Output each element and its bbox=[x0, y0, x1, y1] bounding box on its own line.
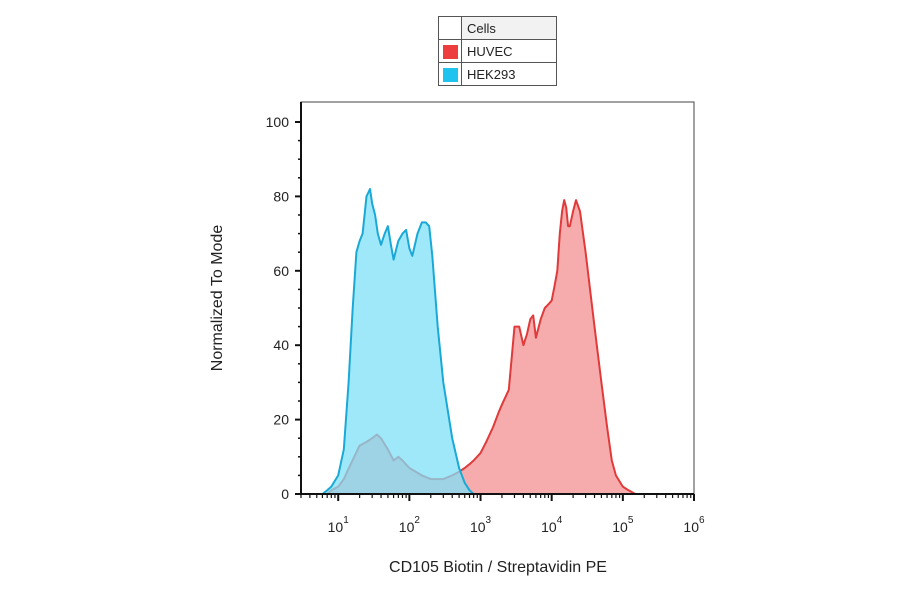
series-line-hek293 bbox=[301, 188, 481, 495]
plot-area bbox=[300, 101, 695, 495]
series-layer bbox=[301, 188, 694, 495]
y-tick-label: 80 bbox=[273, 188, 289, 204]
legend-header: Cells bbox=[461, 16, 557, 40]
y-tick-label: 100 bbox=[266, 114, 290, 130]
legend-label-hek293: HEK293 bbox=[461, 62, 557, 86]
x-tick-label: 105 bbox=[612, 515, 634, 535]
legend-swatch-huvec bbox=[442, 44, 458, 59]
y-tick-label: 60 bbox=[273, 263, 289, 279]
legend-swatch-hek293 bbox=[442, 67, 458, 82]
legend-item-huvec: HUVEC bbox=[438, 39, 557, 63]
legend-swatch-cell bbox=[438, 39, 462, 63]
legend: Cells HUVEC HEK293 bbox=[438, 16, 557, 86]
series-area-huvec bbox=[301, 200, 694, 494]
x-tick-label: 103 bbox=[470, 515, 492, 535]
legend-swatch-cell bbox=[438, 62, 462, 86]
x-tick-label: 102 bbox=[399, 515, 421, 535]
y-tick-label: 0 bbox=[281, 486, 289, 502]
y-axis: 0 20 40 60 80 100 bbox=[266, 102, 302, 502]
y-axis-title: Normalized To Mode bbox=[209, 225, 226, 372]
x-tick-label: 106 bbox=[683, 515, 705, 535]
y-tick-label: 20 bbox=[273, 412, 289, 428]
x-axis-title: CD105 Biotin / Streptavidin PE bbox=[389, 559, 607, 576]
y-tick-label: 40 bbox=[273, 337, 289, 353]
x-tick-label: 104 bbox=[541, 515, 563, 535]
x-axis: 101 102 103 104 105 106 bbox=[300, 493, 705, 535]
legend-label-huvec: HUVEC bbox=[461, 39, 557, 63]
legend-item-hek293: HEK293 bbox=[438, 62, 557, 86]
series-area-hek293 bbox=[301, 189, 481, 494]
legend-header-blank bbox=[438, 16, 462, 40]
x-tick-label: 101 bbox=[328, 515, 350, 535]
legend-header-row: Cells bbox=[438, 16, 557, 40]
